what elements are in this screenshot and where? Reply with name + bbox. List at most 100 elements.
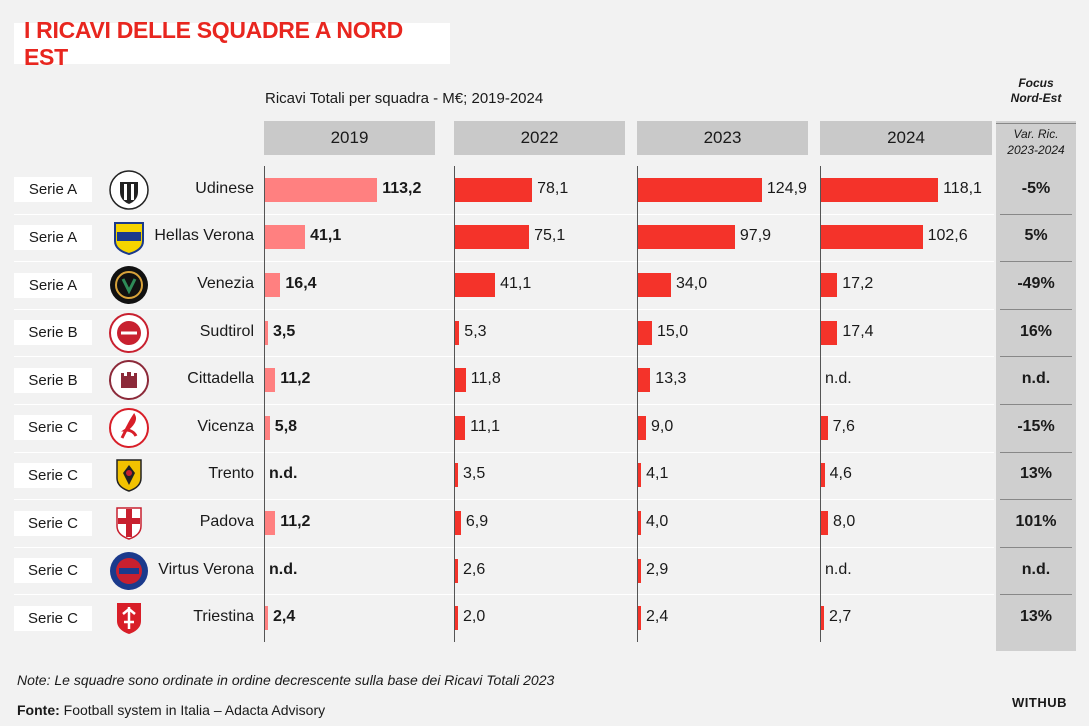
bar-2024 [820, 320, 838, 345]
chart-source: Fonte: Football system in Italia – Adact… [17, 702, 325, 718]
cittadella-crest-icon [109, 360, 149, 401]
bar-2024 [820, 273, 838, 297]
league-label: Serie B [14, 367, 92, 393]
value-label-2022: 6,9 [465, 513, 489, 530]
bar-2022 [454, 273, 496, 297]
team-name: Sudtirol [199, 322, 254, 340]
value-label-2023: 124,9 [766, 179, 807, 197]
variation-value: 5% [1024, 227, 1048, 245]
focus-row-divider [1000, 261, 1072, 263]
value-label-2019: 113,2 [382, 179, 422, 197]
brand-logo: WITHUB [1012, 695, 1067, 710]
team-name: Vicenza [197, 417, 254, 435]
bar-2019 [264, 415, 270, 440]
value-label-2022: 75,1 [534, 227, 566, 245]
bar-2019 [264, 320, 268, 345]
value-label-2024: 7,6 [832, 417, 855, 435]
value-label-2023: 2,9 [646, 560, 669, 578]
year-header-2022: 2022 [454, 121, 625, 155]
focus-sub-line1: Var. Ric. [1013, 127, 1059, 141]
bar-2019 [264, 606, 268, 631]
title-box: I RICAVI DELLE SQUADRE A NORD EST [14, 17, 450, 70]
bar-2022 [454, 225, 530, 250]
focus-row-divider [1000, 308, 1072, 310]
bar-2023 [637, 273, 671, 297]
value-label-2023: 34,0 [676, 275, 708, 292]
venezia-crest-icon [109, 265, 149, 305]
league-label: Serie C [14, 558, 92, 584]
focus-row-divider [1000, 404, 1072, 405]
variation-value: -15% [1017, 417, 1055, 435]
row-separator [14, 356, 994, 358]
value-label-2024: 2,7 [829, 608, 852, 626]
bar-2023 [637, 177, 762, 202]
team-name: Triestina [193, 608, 254, 626]
source-text: Football system in Italia – Adacta Advis… [59, 702, 326, 718]
value-label-2019: 11,2 [280, 513, 311, 530]
focus-row-divider [1000, 546, 1072, 548]
variation-value: 13% [1019, 465, 1053, 483]
row-separator [14, 213, 994, 215]
bar-2023 [637, 558, 641, 583]
league-label: Serie A [14, 224, 92, 250]
row-separator [14, 546, 994, 548]
value-label-2019: n.d. [269, 465, 298, 483]
league-label: Serie C [14, 605, 92, 631]
value-label-2023: 4,0 [646, 513, 669, 530]
bar-2024 [820, 225, 923, 250]
value-label-2023: 4,1 [646, 465, 669, 483]
variation-value: 16% [1019, 322, 1053, 340]
variation-value: 13% [1019, 608, 1053, 626]
focus-subheader: Var. Ric. 2023-2024 [996, 123, 1076, 158]
bar-2024 [820, 463, 825, 488]
value-label-2022: 11,1 [470, 417, 501, 435]
value-label-2019: 5,8 [274, 417, 298, 435]
vicenza-crest-icon [109, 407, 149, 448]
team-name: Padova [199, 513, 254, 530]
padova-crest-icon [109, 503, 149, 543]
value-label-2019: 2,4 [273, 608, 296, 626]
value-label-2022: 41,1 [500, 275, 532, 292]
team-name: Trento [208, 465, 254, 483]
value-label-2019: 41,1 [310, 227, 342, 245]
bar-2019 [264, 368, 276, 393]
value-label-2022: 11,8 [470, 370, 501, 388]
bar-2023 [637, 415, 646, 440]
team-name: Hellas Verona [154, 227, 254, 245]
value-label-2024: n.d. [825, 560, 852, 578]
variation-value: -5% [1021, 179, 1051, 197]
value-label-2022: 2,0 [463, 608, 486, 626]
focus-row-divider [1000, 594, 1072, 596]
team-name: Venezia [197, 275, 254, 292]
bar-2024 [820, 606, 824, 631]
value-label-2022: 3,5 [463, 465, 486, 483]
value-label-2024: 102,6 [927, 227, 968, 245]
row-separator [14, 499, 994, 501]
year-header-2023: 2023 [637, 121, 808, 155]
league-label: Serie A [14, 272, 92, 298]
focus-row-divider [1000, 213, 1072, 215]
focus-title-line2: Nord-Est [1010, 91, 1062, 105]
virtus-verona-crest-icon [109, 551, 149, 591]
value-label-2022: 5,3 [464, 322, 487, 340]
bar-2022 [454, 463, 458, 488]
value-label-2019: 3,5 [273, 322, 296, 340]
triestina-crest-icon [109, 598, 149, 638]
bar-2023 [637, 463, 642, 488]
bar-2024 [820, 177, 939, 202]
team-name: Virtus Verona [158, 560, 254, 578]
team-name: Cittadella [187, 370, 254, 388]
value-label-2019: n.d. [269, 560, 298, 578]
value-label-2023: 15,0 [657, 322, 689, 340]
focus-row-divider [1000, 451, 1072, 453]
bar-2022 [454, 606, 458, 631]
row-separator [14, 594, 994, 596]
chart-subtitle: Ricavi Totali per squadra - M€; 2019-202… [265, 90, 544, 107]
bar-2022 [454, 320, 460, 345]
value-label-2019: 11,2 [280, 370, 311, 388]
value-label-2019: 16,4 [285, 275, 317, 292]
axis-line-2019 [264, 166, 265, 642]
focus-row-divider [1000, 356, 1072, 358]
bar-2023 [637, 511, 641, 535]
value-label-2022: 2,6 [463, 560, 486, 578]
